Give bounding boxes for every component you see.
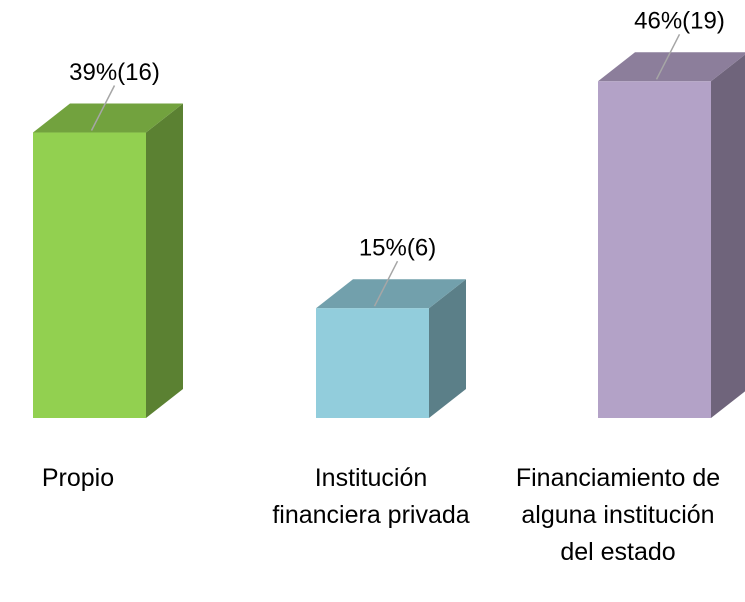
leader-line bbox=[655, 33, 681, 80]
bar bbox=[598, 81, 711, 418]
data-label: 39%(16) bbox=[69, 59, 160, 86]
bar-top bbox=[598, 52, 745, 82]
bar-top bbox=[33, 103, 183, 133]
data-label: 15%(6) bbox=[359, 235, 436, 262]
leader-line bbox=[90, 85, 116, 131]
bar-side bbox=[711, 54, 745, 418]
bar-top bbox=[316, 279, 466, 309]
category-label: Financiamiento de alguna institución del… bbox=[515, 464, 721, 566]
bar bbox=[33, 132, 146, 418]
bar-side bbox=[429, 279, 466, 418]
category-label: Propio bbox=[41, 464, 115, 492]
data-label: 46%(19) bbox=[634, 8, 725, 35]
bar bbox=[316, 308, 429, 418]
leader-line bbox=[373, 260, 399, 307]
category-label: Institución financiera privada bbox=[272, 464, 470, 529]
bar-side bbox=[146, 103, 183, 419]
